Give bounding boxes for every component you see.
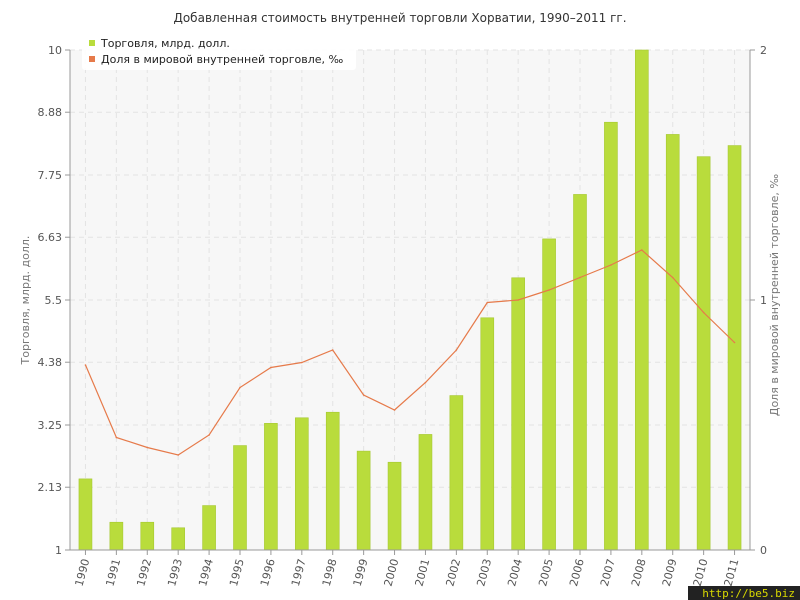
line-point [610,264,612,266]
line-point [208,434,210,436]
watermark-text: http://be5.biz [702,587,795,600]
x-tick-label: 1998 [320,557,340,587]
bar [480,317,495,551]
bar [325,411,340,551]
x-tick-label: 1990 [73,557,93,587]
watermark: http://be5.biz [688,586,800,600]
y-axis-label: Торговля, млрд. долл. [19,236,32,366]
bar [78,478,93,551]
y-tick-label: 10 [48,44,62,57]
line-point [362,394,365,396]
x-tick-label: 1992 [134,557,154,587]
bar [264,423,278,551]
x-tick-label: 1999 [351,557,371,587]
bar [109,521,124,551]
line-point [455,349,458,351]
line-point [84,364,87,366]
bar [511,277,525,551]
line-point [424,381,427,384]
line-point [733,341,736,344]
y-ticks: 1 2.13 3.25 4.38 5.5 6.63 7.75 8.88 10 [38,44,70,557]
line-point [115,436,118,439]
y-tick-label: 3.25 [38,419,63,432]
x-tick-label: 2001 [413,557,433,587]
x-tick-label: 1996 [258,557,278,587]
legend-box [82,34,356,70]
bar [665,134,680,551]
x-tick-label: 2010 [691,557,711,587]
x-tick-label: 1991 [103,557,123,587]
legend-swatch-line [89,56,95,62]
bar [171,527,185,551]
bar [449,395,464,551]
bar [387,461,402,551]
y-tick-label: 5.5 [45,294,63,307]
line-point [331,349,334,351]
legend-entry-bars: Торговля, млрд. долл. [100,37,230,50]
share-line [84,249,736,456]
line-point [177,454,179,456]
line-point [301,361,303,364]
watermark-bg [688,586,800,600]
bar [140,521,155,551]
line-point [486,301,489,304]
x-tick-label: 2009 [660,557,680,587]
y2-ticks: 0 1 2 [750,44,767,557]
y-tick-label: 1 [55,544,62,557]
x-tick-label: 2005 [536,557,556,587]
bar [696,156,711,551]
x-tick-label: 2008 [629,557,649,587]
x-tick-label: 2002 [443,557,463,587]
legend-entry-line: Доля в мировой внутренней торговле, ‰ [101,53,344,66]
line-point [517,299,519,301]
line-point [702,311,705,314]
line-point [671,276,674,279]
y2-tick-label: 1 [760,294,767,307]
y-tick-label: 7.75 [38,169,63,182]
bar [542,238,556,551]
line-point [548,289,550,291]
y-tick-label: 6.63 [38,231,63,244]
legend-swatch-bars [89,40,95,46]
bar [573,194,587,551]
y2-tick-label: 2 [760,44,767,57]
y2-axis-label: Доля в мировой внутренней торговле, ‰ [768,174,781,417]
x-tick-label: 2003 [474,557,494,587]
line-point [579,276,581,279]
line-point [239,386,241,389]
x-tick-label: 1993 [165,557,185,587]
x-tick-label: 2007 [598,557,618,587]
x-tick-label: 2000 [382,557,402,587]
line-point [393,409,396,411]
y-tick-label: 4.38 [38,356,63,369]
share-line-path [84,249,735,456]
bar [604,121,618,551]
y-tick-label: 2.13 [38,481,63,494]
bar [233,445,247,551]
x-tick-label: 1997 [289,557,309,587]
bar [295,417,309,551]
x-tick-label: 1995 [227,557,247,587]
line-point [641,249,643,251]
bar [635,49,649,551]
x-tick-label: 1994 [196,557,216,587]
x-tick-label: 2006 [567,557,587,587]
y-tick-label: 8.88 [38,106,63,119]
x-tick-label: 2011 [722,557,742,587]
chart-title: Добавленная стоимость внутренней торговл… [173,11,626,25]
legend: Торговля, млрд. долл. Доля в мировой вну… [82,34,356,70]
y2-tick-label: 0 [760,544,767,557]
x-ticks: 1990 1991 1992 1993 1994 1995 1996 1997 1998 1999… [73,550,742,588]
line-point [146,446,149,449]
bar [202,505,216,551]
bar [727,145,742,551]
line-point [270,366,272,369]
x-tick-label: 2004 [505,557,525,587]
bar [356,450,371,551]
bar [418,434,433,551]
